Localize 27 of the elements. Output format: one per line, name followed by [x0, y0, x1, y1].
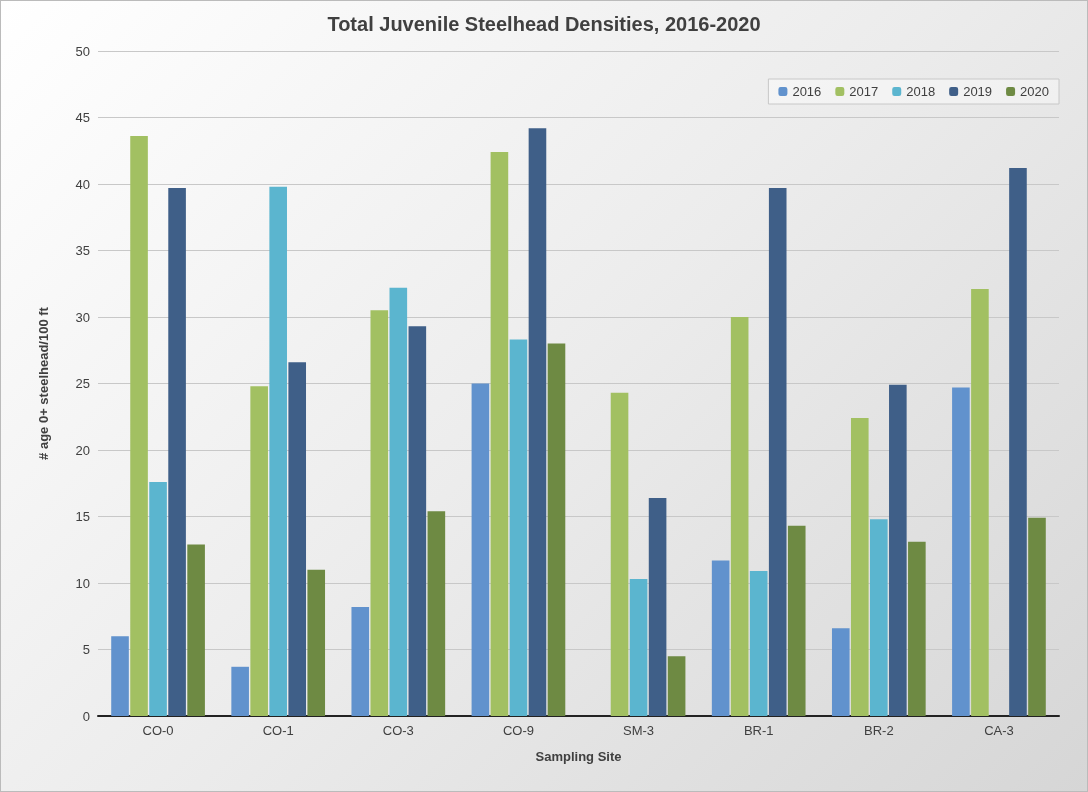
- y-tick-label: 50: [75, 43, 90, 59]
- y-tick-label: 15: [75, 509, 90, 524]
- y-tick-label: 35: [75, 243, 90, 258]
- y-tick-label: 25: [75, 376, 90, 391]
- x-axis-title: Sampling Site: [535, 749, 622, 764]
- y-tick-label: 0: [82, 708, 90, 724]
- y-tick-label: 5: [82, 642, 90, 657]
- x-tick-label: CA-3: [984, 723, 1014, 738]
- x-tick-label: SM-3: [623, 723, 655, 738]
- y-tick-label: 40: [75, 176, 90, 192]
- x-tick-label: CO-1: [262, 723, 294, 738]
- y-axis-title: # age 0+ steelhead/100 ft: [36, 306, 51, 460]
- legend-label: 2020: [1020, 84, 1049, 99]
- y-tick-label: 10: [75, 575, 90, 591]
- legend-label: 2017: [849, 84, 879, 99]
- legend-label: 2016: [792, 84, 822, 99]
- legend-label: 2019: [963, 84, 993, 99]
- x-tick-label: CO-3: [382, 723, 414, 738]
- y-tick-label: 30: [75, 309, 90, 325]
- x-tick-label: BR-2: [864, 723, 894, 738]
- chart-title: Total Juvenile Steelhead Densities, 2016-2020: [327, 13, 761, 35]
- y-tick-label: 20: [75, 442, 90, 458]
- y-tick-label: 45: [75, 110, 90, 125]
- x-tick-label: CO-0: [142, 723, 174, 738]
- x-tick-label: BR-1: [743, 723, 774, 738]
- legend-label: 2018: [906, 84, 936, 99]
- x-tick-label: CO-9: [502, 723, 534, 738]
